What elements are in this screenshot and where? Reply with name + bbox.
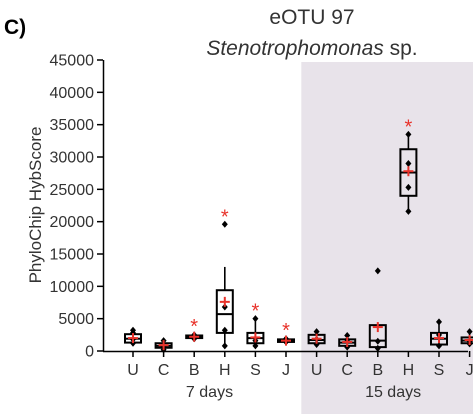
- box-b-15d: [368, 267, 387, 352]
- data-point: [221, 342, 228, 350]
- box-u-15d: [307, 328, 326, 349]
- data-point: [313, 328, 320, 336]
- data-point: [405, 159, 412, 167]
- box-body: [215, 289, 234, 334]
- y-tick-label: 0: [85, 344, 94, 361]
- shaded-region-15-days: [301, 62, 473, 414]
- significance-asterisk: *: [405, 116, 413, 138]
- chart-subtitle: Stenotrophomonas sp.: [206, 37, 417, 60]
- data-point: [221, 220, 228, 228]
- box-s-7d: *: [246, 301, 265, 350]
- significance-asterisk: *: [221, 206, 229, 228]
- x-tick-label: C: [341, 362, 353, 379]
- x-tick-label: J: [282, 362, 290, 379]
- box-u-7d: [124, 326, 142, 347]
- data-point: [313, 341, 320, 349]
- x-tick-label: B: [189, 362, 200, 379]
- y-tick-label: 35000: [50, 117, 95, 134]
- y-tick-label: 20000: [50, 214, 95, 231]
- x-tick-label: B: [372, 362, 383, 379]
- box-j-7d: *: [277, 320, 295, 346]
- data-point: [405, 183, 412, 191]
- chart-subtitle-rest: sp.: [384, 37, 418, 60]
- box-h-15d: *: [399, 116, 418, 215]
- data-point: [374, 344, 381, 352]
- x-tick-label: C: [158, 362, 170, 379]
- x-tick-label: H: [219, 362, 231, 379]
- box-c-7d: [154, 337, 173, 354]
- x-tick-label: S: [250, 362, 261, 379]
- box-c-15d: [338, 331, 357, 351]
- data-point: [344, 331, 351, 339]
- data-point: [252, 342, 259, 350]
- y-tick-label: 15000: [50, 247, 95, 264]
- box-s-15d: [430, 318, 448, 350]
- y-tick-label: 25000: [50, 182, 95, 199]
- y-tick-label: 5000: [58, 311, 94, 328]
- data-point: [252, 315, 259, 323]
- chart-title: eOTU 97: [269, 6, 354, 29]
- x-tick-label: U: [311, 362, 323, 379]
- box-series: * * * * *: [124, 116, 473, 354]
- box-j-15d: [460, 328, 473, 348]
- group-label: 7 days: [186, 384, 233, 401]
- data-point: [344, 343, 351, 351]
- y-axis: 0 5000 10000 15000 20000 25000 30000 35000 40000…: [50, 53, 105, 361]
- y-tick-label: 40000: [50, 85, 95, 102]
- data-point: [405, 207, 412, 215]
- data-point: [436, 342, 442, 350]
- group-labels: 7 days 15 days: [186, 384, 421, 401]
- data-point: [221, 326, 228, 334]
- panel-label: C): [4, 16, 26, 39]
- y-tick-label: 45000: [50, 53, 95, 70]
- y-tick-label: 10000: [50, 279, 95, 296]
- y-tick-label: 30000: [50, 150, 95, 167]
- significance-asterisk: *: [190, 316, 198, 338]
- data-point: [466, 328, 473, 336]
- x-tick-label: S: [434, 362, 445, 379]
- data-point: [374, 337, 381, 345]
- data-point: [405, 130, 412, 138]
- significance-asterisk: *: [252, 301, 260, 323]
- y-axis-label: PhyloChip HybScore: [26, 127, 45, 284]
- box-b-7d: *: [185, 316, 204, 343]
- data-point: [221, 303, 228, 311]
- x-tick-label: U: [127, 362, 139, 379]
- significance-asterisk: *: [282, 320, 290, 342]
- group-label: 15 days: [365, 384, 421, 401]
- data-point: [130, 339, 136, 347]
- data-point: [436, 318, 442, 326]
- x-tick-label: H: [403, 362, 415, 379]
- data-point: [130, 326, 136, 334]
- data-point: [374, 267, 381, 275]
- box-h-7d: *: [215, 206, 234, 350]
- x-tick-label: J: [466, 362, 473, 379]
- chart-subtitle-italic: Stenotrophomonas: [206, 37, 384, 60]
